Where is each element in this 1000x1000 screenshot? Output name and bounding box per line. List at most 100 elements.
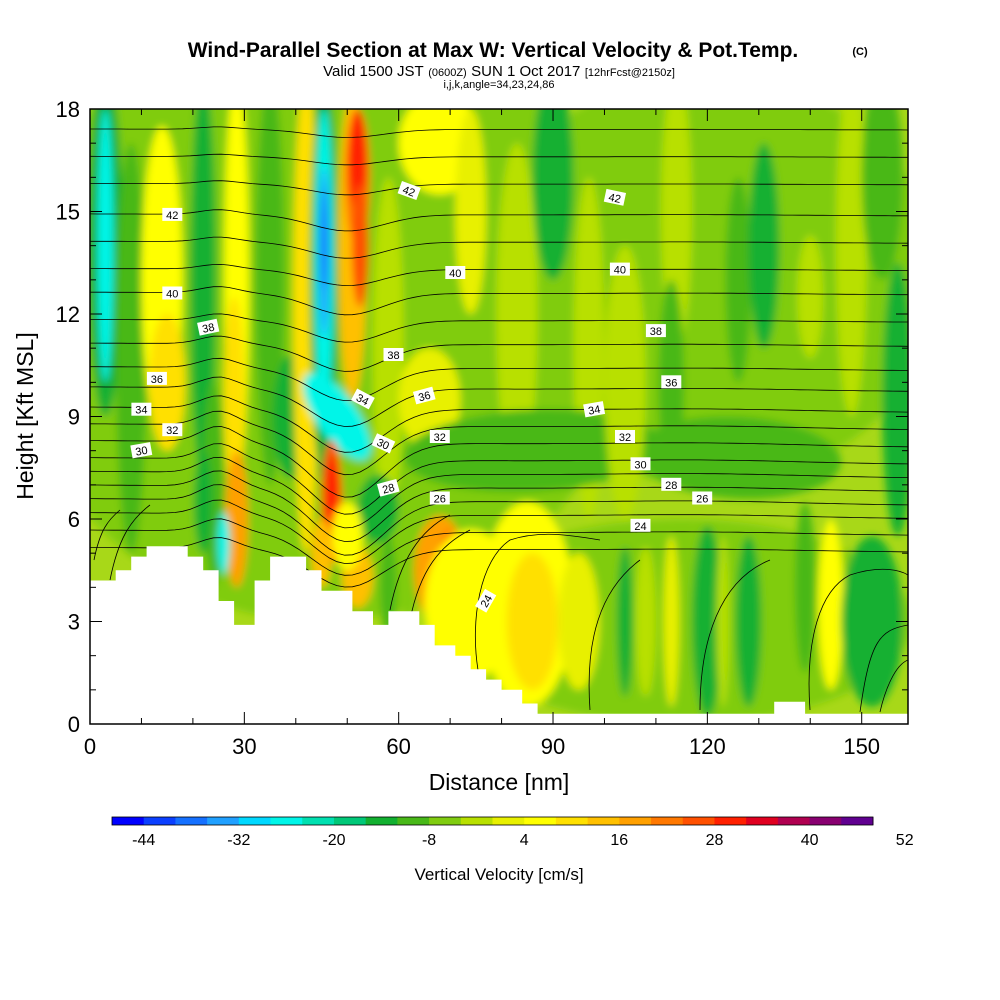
colorbar-swatch [207, 817, 240, 825]
contour-label: 32 [429, 430, 450, 444]
velocity-cell [604, 245, 646, 519]
velocity-cell [455, 109, 487, 314]
contour-label-text: 34 [587, 404, 601, 418]
colorbar-swatch [746, 817, 779, 825]
y-tick-label: 9 [68, 405, 80, 430]
valid-utc: (0600Z) [428, 67, 467, 79]
theta-contour [90, 153, 908, 166]
contour-label-box [445, 266, 466, 279]
theta-contour [90, 263, 908, 287]
colorbar-swatch [460, 817, 493, 825]
y-tick-label: 18 [56, 97, 80, 122]
velocity-cell [861, 109, 903, 280]
colorbar-swatch [841, 817, 874, 825]
theta-contours [90, 126, 908, 713]
colorbar-tick-label: 40 [801, 832, 819, 849]
valid-time: Valid 1500 JST [323, 63, 424, 80]
colorbar-swatch [333, 817, 367, 825]
contour-label-text: 42 [401, 184, 417, 199]
contour-label: 36 [412, 386, 436, 405]
contour-label-text: 36 [417, 390, 432, 405]
contour-label-text: 38 [650, 326, 662, 338]
contour-label-box [412, 386, 436, 405]
contour-label-text: 30 [375, 437, 391, 453]
theta-contour [474, 533, 601, 671]
valid-date: SUN 1 Oct 2017 [471, 63, 580, 80]
contour-label-text: 34 [354, 392, 370, 408]
y-tick-label: 6 [68, 507, 80, 532]
contour-label-box [475, 588, 497, 613]
contour-label-text: 38 [387, 350, 399, 362]
colorbar-swatch [143, 817, 176, 825]
velocity-cell [817, 519, 844, 690]
colorbar-swatch [112, 817, 145, 825]
contour-label: 40 [609, 262, 630, 277]
contour-label: 28 [661, 477, 682, 492]
contour-label-box [197, 318, 220, 336]
contour-label-box [146, 371, 167, 385]
theta-contour [90, 518, 908, 576]
colorbar-tick-label: -44 [132, 832, 155, 849]
y-tick-label: 3 [68, 610, 80, 635]
velocity-cell [558, 553, 600, 690]
contour-label-text: 32 [434, 432, 446, 444]
contour-label-box [162, 286, 183, 300]
copyright-mark: (C) [852, 46, 868, 58]
x-tick-label: 90 [541, 734, 565, 759]
contour-label-box [583, 401, 606, 418]
colorbar-swatch [175, 817, 208, 825]
contour-label-text: 36 [665, 377, 677, 389]
theta-contour [90, 126, 908, 138]
colorbar-swatch [302, 817, 335, 825]
contour-label: 26 [429, 491, 450, 506]
velocity-cell [725, 177, 752, 383]
x-tick-label: 30 [232, 734, 256, 759]
contour-label: 36 [146, 371, 167, 386]
contour-label-text: 42 [166, 210, 178, 222]
contour-label: 24 [475, 588, 497, 613]
contour-label: 36 [661, 375, 682, 389]
contour-label: 28 [376, 478, 400, 497]
y-tick-label: 0 [68, 712, 80, 737]
colorbar-tick-label: 16 [610, 832, 628, 849]
theta-contour [90, 335, 908, 372]
colorbar-swatch [714, 817, 747, 825]
contour-label: 40 [445, 266, 466, 280]
contour-label-text: 28 [381, 482, 396, 497]
contour-label-box [371, 433, 396, 454]
theta-contour [90, 236, 908, 259]
velocity-cell [735, 536, 762, 707]
velocity-cell [635, 546, 656, 697]
contour-label-text: 26 [434, 494, 446, 506]
contour-label: 32 [162, 423, 183, 437]
colorbar-swatch [429, 817, 462, 825]
theta-contour [90, 443, 908, 515]
velocity-cell [882, 262, 908, 537]
y-tick-label: 15 [56, 200, 80, 225]
contour-label-text: 38 [201, 322, 215, 336]
plot-area [90, 109, 908, 724]
velocity-cell [506, 553, 559, 690]
colorbar-frame [111, 816, 874, 826]
contour-label-box [661, 375, 682, 389]
contour-label: 40 [162, 286, 183, 301]
contour-label: 42 [603, 188, 627, 206]
contour-label-box [645, 324, 666, 338]
velocity-cell [635, 416, 842, 499]
velocity-cell [225, 450, 248, 588]
contour-label-box [615, 430, 635, 443]
contour-label-box [131, 402, 152, 416]
contour-label-text: 40 [614, 265, 626, 277]
contour-label-text: 34 [135, 405, 147, 417]
chart-title: Wind-Parallel Section at Max W: Vertical… [188, 39, 799, 62]
contour-label: 30 [130, 442, 153, 459]
grid-indices: i,j,k,angle=34,23,24,86 [443, 79, 554, 91]
contour-label-text: 40 [166, 289, 178, 301]
contour-label-box [383, 348, 404, 361]
y-axis-label: Height [Kft MSL] [12, 332, 38, 499]
contour-label-text: 24 [634, 521, 646, 533]
velocity-cell [794, 501, 816, 673]
contour-label-box [162, 207, 183, 221]
velocity-cell [616, 546, 634, 697]
